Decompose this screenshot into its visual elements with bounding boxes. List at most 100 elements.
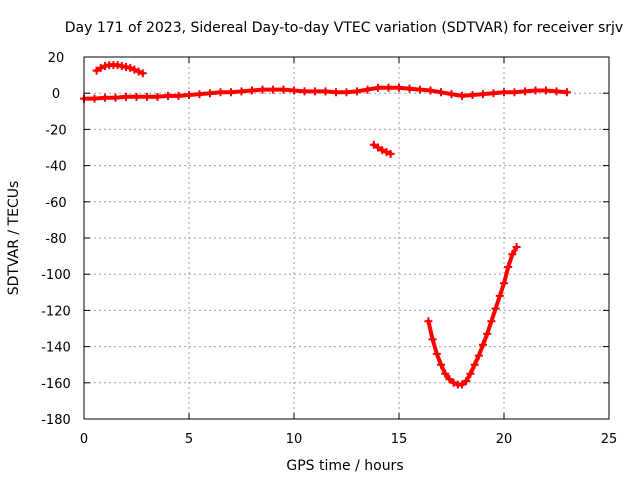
data-point [437, 88, 445, 97]
y-axis-label: SDTVAR / TECUs [6, 181, 22, 296]
data-point [279, 85, 288, 94]
data-point [483, 329, 492, 338]
grid [84, 57, 609, 419]
series-trace [426, 245, 519, 387]
data-point [521, 87, 529, 96]
data-point [227, 88, 235, 97]
data-point [185, 91, 193, 100]
data-point [504, 262, 513, 271]
data-point [416, 85, 424, 94]
data-point [462, 376, 471, 385]
data-point [143, 92, 151, 101]
data-point [466, 369, 475, 378]
data-point [374, 143, 382, 152]
data-point [432, 349, 441, 358]
data-point [474, 351, 483, 360]
data-point [395, 83, 403, 92]
data-point [300, 87, 309, 96]
data-point [441, 369, 450, 378]
x-tick-label: 15 [391, 432, 408, 447]
series-v-curve [424, 243, 521, 389]
data-point [384, 83, 393, 92]
data-point [552, 87, 561, 96]
data-point [428, 335, 437, 344]
data-point [164, 91, 172, 100]
data-point [386, 149, 395, 158]
y-tick-label: -60 [45, 196, 66, 211]
data-point [468, 91, 477, 100]
x-tick-label: 10 [286, 432, 303, 447]
data-point [447, 90, 456, 99]
y-tick-label: -20 [45, 123, 66, 138]
data-point [500, 88, 508, 97]
data-point [122, 92, 130, 101]
y-tick-label: -160 [41, 377, 71, 392]
data-point [405, 84, 414, 93]
data-point [174, 91, 183, 100]
data-point [269, 85, 277, 94]
data-point [437, 360, 445, 369]
data-point [90, 94, 99, 103]
series-main-track [80, 83, 571, 103]
data-point [126, 63, 135, 72]
y-tick-label: -100 [41, 268, 71, 283]
data-point [342, 88, 351, 97]
data-point [134, 67, 143, 76]
data-point [500, 279, 508, 288]
data-point [510, 88, 519, 97]
ticks: 0 5 10 15 20 25 20 0 -20 -40 -60 -80 -100 -120 -140 -16… [41, 51, 617, 447]
chart-title: Day 171 of 2023, Sidereal Day-to-day VTE… [65, 20, 623, 36]
data-point [470, 360, 479, 369]
data-point [374, 83, 382, 92]
data-point [458, 380, 466, 389]
data-point [479, 90, 487, 99]
y-tick-label: -140 [41, 341, 71, 356]
data-point [458, 91, 466, 100]
data-point [101, 93, 109, 102]
y-tick-label: 0 [52, 87, 60, 102]
series-early-arc [92, 61, 147, 78]
x-tick-label: 20 [496, 432, 513, 447]
data-point [130, 65, 139, 74]
data-point [258, 85, 267, 94]
data-point [512, 243, 521, 252]
data-point [424, 317, 433, 326]
data-point [449, 378, 458, 387]
data-point [353, 87, 361, 96]
data-point [479, 340, 487, 349]
y-tick-label: -80 [45, 232, 66, 247]
data-point [508, 250, 517, 259]
data-point [563, 88, 571, 97]
series-short-segment [369, 140, 395, 158]
data-point [491, 304, 500, 313]
x-axis-label: GPS time / hours [286, 458, 403, 474]
data-point [138, 69, 147, 78]
data-point [132, 92, 141, 101]
y-tick-label: -180 [41, 413, 71, 428]
data-point [195, 90, 204, 99]
data-point [92, 66, 101, 75]
data-point [237, 87, 246, 96]
y-tick-label: 20 [48, 51, 65, 66]
x-tick-label: 0 [80, 432, 88, 447]
data-point [489, 89, 498, 98]
data-point [531, 86, 540, 95]
data-point [248, 86, 256, 95]
data-point [290, 86, 298, 95]
x-tick-label: 5 [185, 432, 193, 447]
data-point [369, 140, 378, 149]
data-point [426, 86, 435, 95]
data-point [363, 85, 372, 94]
data-point [153, 92, 162, 101]
y-tick-label: -40 [45, 160, 66, 175]
data-layer [80, 61, 571, 389]
data-point [206, 89, 214, 98]
data-point [495, 291, 504, 300]
y-tick-label: -120 [41, 304, 71, 319]
data-point [96, 63, 105, 72]
data-point [311, 87, 319, 96]
data-point [445, 375, 454, 384]
data-point [378, 146, 387, 155]
